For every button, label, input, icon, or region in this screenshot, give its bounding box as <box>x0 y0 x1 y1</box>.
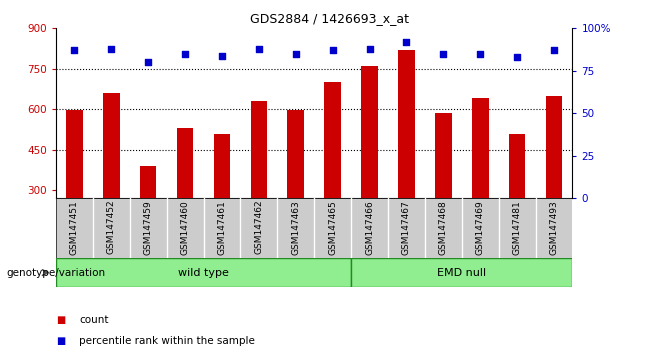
Bar <box>140 166 157 198</box>
Bar <box>288 110 304 198</box>
Text: GSM147460: GSM147460 <box>180 200 190 255</box>
Bar <box>56 258 351 287</box>
Bar <box>66 110 83 198</box>
Bar <box>351 258 572 287</box>
Point <box>106 46 116 52</box>
Text: GSM147481: GSM147481 <box>513 200 522 255</box>
Text: percentile rank within the sample: percentile rank within the sample <box>79 336 255 346</box>
Text: GSM147466: GSM147466 <box>365 200 374 255</box>
Bar <box>177 128 193 198</box>
Point <box>401 39 412 45</box>
Text: GSM147462: GSM147462 <box>255 200 263 255</box>
Point <box>549 47 559 53</box>
Text: GDS2884 / 1426693_x_at: GDS2884 / 1426693_x_at <box>249 12 409 25</box>
Bar <box>324 82 341 198</box>
Text: EMD null: EMD null <box>437 268 486 278</box>
Point <box>328 47 338 53</box>
Bar <box>472 98 488 198</box>
Text: GSM147468: GSM147468 <box>439 200 448 255</box>
Point <box>216 53 227 58</box>
Text: GSM147459: GSM147459 <box>143 200 153 255</box>
Text: GSM147465: GSM147465 <box>328 200 337 255</box>
Point <box>475 51 486 57</box>
Point <box>143 59 153 65</box>
Text: ■: ■ <box>56 336 65 346</box>
Text: wild type: wild type <box>178 268 229 278</box>
Text: GSM147469: GSM147469 <box>476 200 485 255</box>
Text: GSM147467: GSM147467 <box>402 200 411 255</box>
Bar <box>435 113 451 198</box>
Bar <box>103 93 120 198</box>
Text: genotype/variation: genotype/variation <box>7 268 106 278</box>
Point <box>438 51 449 57</box>
Text: GSM147461: GSM147461 <box>217 200 226 255</box>
Text: GSM147452: GSM147452 <box>107 200 116 255</box>
Text: GSM147463: GSM147463 <box>291 200 300 255</box>
Point <box>365 46 375 52</box>
Point <box>290 51 301 57</box>
Point <box>253 46 264 52</box>
Bar <box>251 101 267 198</box>
Bar <box>545 96 563 198</box>
Bar <box>509 133 526 198</box>
Text: count: count <box>79 315 109 325</box>
Point <box>180 51 190 57</box>
Bar <box>361 66 378 198</box>
Text: GSM147493: GSM147493 <box>549 200 559 255</box>
Point <box>512 55 522 60</box>
Bar <box>214 133 230 198</box>
Point <box>69 47 80 53</box>
Bar <box>398 50 415 198</box>
Text: ■: ■ <box>56 315 65 325</box>
Text: GSM147451: GSM147451 <box>70 200 79 255</box>
